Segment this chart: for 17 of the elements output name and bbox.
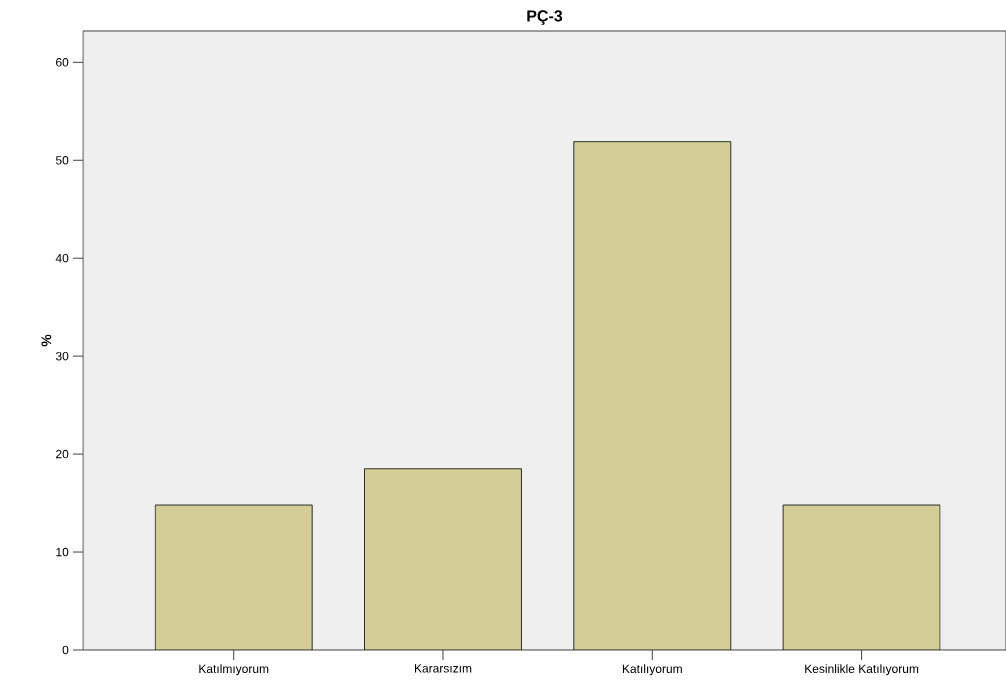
x-tick-label: Kesinlikle Katılıyorum [805,664,919,676]
y-tick-label: 50 [55,156,69,165]
y-axis-title: % [41,334,52,347]
y-tick-label: 30 [55,351,69,361]
x-tick-label: Katılıyorum [622,664,682,676]
bar [364,468,522,650]
y-tick-label: 20 [56,449,69,459]
y-tick-label: 40 [55,253,69,263]
bar [154,504,313,650]
bar [782,504,941,650]
x-tick-label: Kararsızım [414,664,472,673]
bar [573,141,732,650]
chart-title: PÇ-3 [527,10,563,25]
y-tick-label: 0 [62,645,69,655]
y-tick-label: 10 [56,547,69,557]
y-tick-label: 60 [56,58,69,67]
x-tick-label: Katılmıyorum [199,664,269,676]
